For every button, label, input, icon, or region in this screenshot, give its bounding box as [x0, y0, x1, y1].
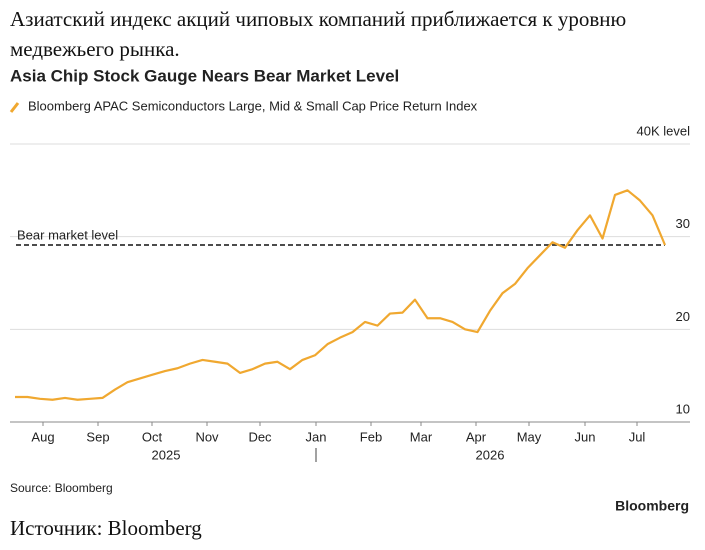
x-tick-label: Aug: [31, 429, 54, 444]
source: Source: Bloomberg: [10, 481, 113, 495]
x-tick-label: Feb: [360, 429, 382, 444]
year-label: 2025: [152, 447, 181, 462]
x-tick-label: Jan: [306, 429, 327, 444]
x-tick-label: Jul: [629, 429, 646, 444]
x-tick-label: Sep: [86, 429, 109, 444]
y-tick-label: 10: [676, 401, 690, 416]
x-tick-label: Mar: [410, 429, 433, 444]
caption: Источник: Bloomberg: [10, 516, 202, 540]
logo: Bloomberg: [615, 498, 689, 514]
year-label: 2026: [476, 447, 505, 462]
legend-swatch: [9, 102, 20, 113]
x-tick-label: Oct: [142, 429, 163, 444]
x-tick-label: Dec: [248, 429, 272, 444]
y-tick-label: 30: [676, 216, 690, 231]
y-tick-label: 20: [676, 309, 690, 324]
legend-label: Bloomberg APAC Semiconductors Large, Mid…: [28, 98, 478, 113]
x-tick-label: Nov: [195, 429, 219, 444]
chart-title: Asia Chip Stock Gauge Nears Bear Market …: [10, 66, 399, 85]
x-tick-label: Jun: [575, 429, 596, 444]
headline: Азиатский индекс акций чиповых компаний …: [10, 7, 627, 61]
data-line: [15, 189, 667, 401]
x-tick-label: Apr: [466, 429, 487, 444]
reference-label: Bear market level: [17, 227, 118, 242]
y-tick-label: 40K level: [637, 123, 691, 138]
x-tick-label: May: [517, 429, 542, 444]
